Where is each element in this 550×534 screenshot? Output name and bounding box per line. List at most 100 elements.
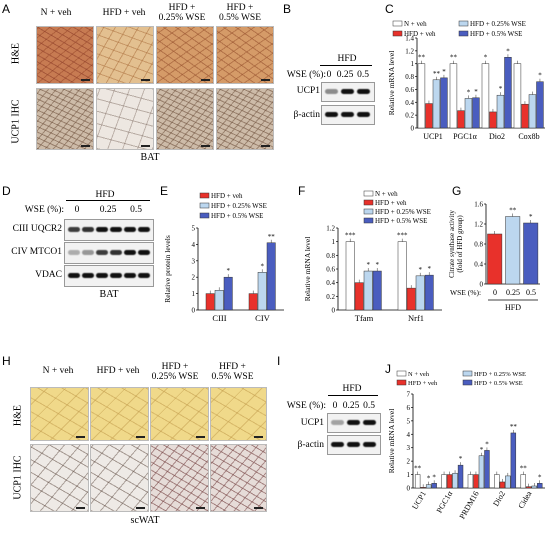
bar [526,486,532,489]
tissue-label: scWAT [130,515,160,526]
significance-mark: * [375,261,379,269]
bar [266,242,276,311]
bar [452,472,458,489]
histology-image [156,88,214,150]
bar [464,98,473,129]
col-label: HFD + 0.5% WSE [218,3,262,23]
tissue-label: BAT [140,152,160,163]
x-tick-label: PGC1α [453,132,478,141]
wse-label: WSE (%): [24,205,64,215]
panel-label-g: G [452,184,462,198]
bar [487,233,503,285]
col-label: HFD + 0.25% WSE [158,3,206,23]
bar [472,97,480,129]
bar [505,216,521,285]
significance-mark: * [538,72,542,80]
x-tick-label: Cidea [516,489,533,510]
bar [440,77,448,129]
significance-mark: * [506,47,510,55]
legend-swatch [392,30,403,37]
dose-label: 0.5 [363,401,375,411]
significance-mark: * [499,85,503,93]
panel-label-j: J [385,362,391,376]
y-tick-label: 0 [411,125,415,133]
legend-label: HFD + 0.5% WSE [470,30,522,38]
western-blot [327,435,381,455]
y-tick-label: 1 [411,60,415,68]
significance-mark: * [480,446,484,454]
panel-label-d: D [2,184,11,198]
panel-label-b: B [283,2,292,16]
y-tick-label: 1 [407,471,411,479]
significance-mark: * [529,213,533,221]
y-tick-label: 0.4 [326,279,335,287]
bar [484,450,490,489]
significance-mark: * [432,473,436,481]
bar [521,103,529,129]
significance-mark: * [366,261,370,269]
dose-label: 0.5 [130,205,142,215]
legend-swatch [363,190,374,197]
group-label: HFD [505,303,521,312]
group-label: HFD [95,190,115,200]
bar [510,432,517,489]
significance-mark: * [474,88,478,96]
col-label: N + veh [42,366,74,376]
legend-label: HFD + 0.5% WSE [211,212,263,220]
protein-label: CIII UQCR2 [12,224,62,234]
legend-swatch [199,212,210,219]
legend-label: HFD + 0.5% WSE [474,380,523,387]
y-tick-label: 0.8 [474,241,483,249]
legend-label: HFD + 0.25% WSE [470,20,526,28]
y-tick-label: 0 [407,485,411,493]
histology-image [36,26,94,84]
y-tick-label: 0.8 [405,73,414,81]
western-blot [321,82,375,102]
bar [441,474,447,489]
western-blot [64,242,154,264]
legend-swatch [199,202,210,209]
col-label: HFD + 0.25% WSE [151,362,199,382]
significance-mark: * [459,455,463,463]
bar [523,222,539,285]
bar [431,483,437,489]
legend-swatch [392,20,403,27]
y-tick-label: 0 [332,307,336,315]
y-tick-label: 1.4 [405,35,414,43]
bar [513,63,522,129]
bar [425,484,432,489]
bar [499,481,506,489]
y-tick-label: 3 [407,444,411,452]
bar [406,287,416,311]
protein-label: β-actin [293,110,320,120]
x-tick-label: Dio2 [491,490,507,508]
histology-image [216,26,274,84]
y-tick-label: 3 [192,257,196,265]
western-blot [321,105,375,125]
x-tick-label: Nrf1 [408,313,424,323]
legend-swatch [458,30,469,37]
bar [415,275,425,311]
bar [536,81,544,129]
bar [414,474,421,489]
x-tick-label: CIV [255,313,271,323]
legend-label: HFD + veh [375,199,407,207]
bar [372,270,382,311]
legend-label: HFD + 0.25% WSE [375,208,431,216]
chart-c: 0 0.2 0.4 0.6 0.8 1 1.2 1.4 Relative mRNA level *… [387,20,545,141]
histology-image [216,88,274,150]
legend-label: HFD + 0.5% WSE [375,217,427,225]
significance-mark: * [226,267,230,275]
bar [417,63,426,129]
group-line [66,200,150,201]
histology-image [210,444,267,512]
legend-swatch [458,20,469,27]
significance-mark: ** [510,423,517,431]
bar [432,79,441,129]
bar [425,103,433,129]
y-axis-label: Relative mRNA level [387,409,396,474]
y-tick-label: 4 [407,431,411,439]
legend-label: N + veh [408,371,430,378]
bar [457,464,464,489]
